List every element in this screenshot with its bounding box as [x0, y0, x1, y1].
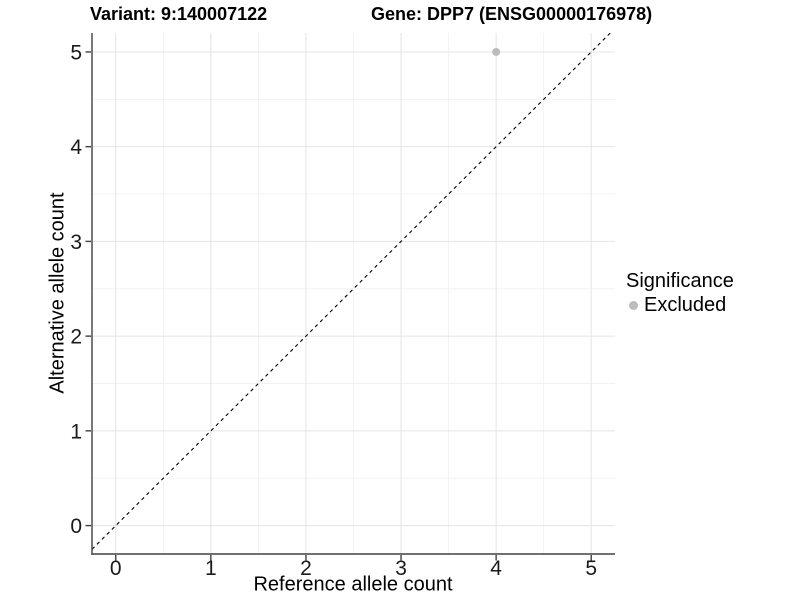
- svg-text:2: 2: [300, 557, 312, 580]
- svg-text:3: 3: [70, 231, 82, 254]
- legend-title: Significance: [626, 270, 734, 292]
- svg-text:1: 1: [205, 557, 217, 580]
- svg-text:0: 0: [70, 515, 82, 538]
- legend-point-icon: [629, 301, 638, 310]
- legend: Significance Excluded: [626, 270, 734, 317]
- svg-text:5: 5: [70, 42, 82, 65]
- svg-text:0: 0: [110, 557, 122, 580]
- svg-text:2: 2: [70, 326, 82, 349]
- y-axis-title: Alternative allele count: [46, 192, 69, 394]
- svg-text:4: 4: [70, 136, 82, 159]
- svg-text:4: 4: [490, 557, 502, 580]
- plot-title-gene: Gene: DPP7 (ENSG00000176978): [371, 4, 653, 24]
- legend-entry-label: Excluded: [644, 294, 727, 316]
- x-axis-title: Reference allele count: [253, 573, 453, 596]
- svg-text:1: 1: [70, 420, 82, 443]
- legend-entry-excluded: Excluded: [626, 294, 734, 317]
- svg-text:5: 5: [585, 557, 597, 580]
- plot-title-variant: Variant: 9:140007122: [90, 4, 268, 24]
- svg-text:3: 3: [395, 557, 407, 580]
